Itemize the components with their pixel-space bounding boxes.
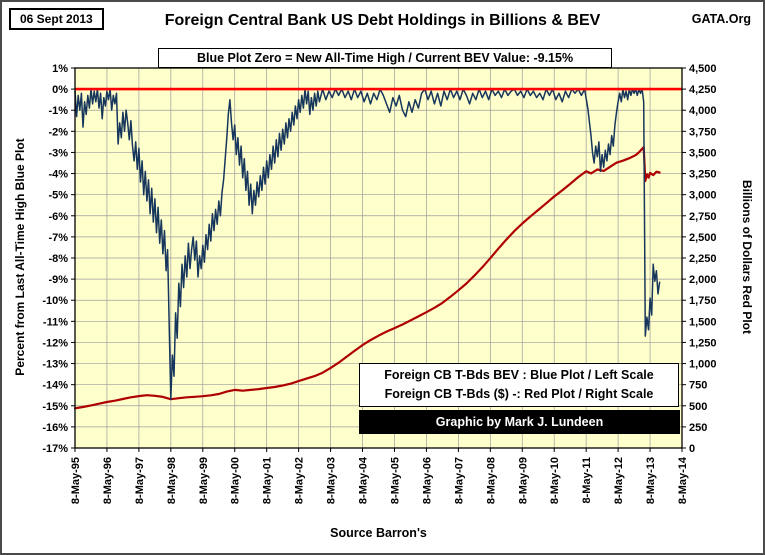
legend-box: Foreign CB T-Bds BEV : Blue Plot / Left … (359, 363, 679, 407)
right-tick-label: 750 (689, 380, 707, 392)
x-tick-label: 8-May-03 (326, 457, 338, 504)
credit-box: Graphic by Mark J. Lundeen (359, 410, 680, 434)
left-tick-label: -3% (48, 147, 68, 159)
left-tick-label: -5% (48, 190, 68, 202)
left-tick-label: 1% (52, 63, 68, 75)
plot-border (74, 67, 683, 449)
x-tick-label: 8-May-11 (581, 457, 593, 503)
right-tick-label: 2,000 (689, 274, 717, 286)
x-tick-label: 8-May-09 (517, 457, 529, 504)
x-tick-label: 8-May-10 (549, 457, 561, 504)
x-tick-label: 8-May-00 (230, 457, 242, 504)
source-label: Source Barron's (330, 526, 427, 540)
right-tick-label: 4,250 (689, 84, 717, 96)
right-tick-label: 1,250 (689, 337, 717, 349)
right-tick-label: 2,750 (689, 211, 717, 223)
x-tick-label: 8-May-95 (70, 457, 82, 504)
right-tick-label: 3,250 (689, 169, 717, 181)
right-tick-label: 2,250 (689, 253, 717, 265)
left-tick-label: -7% (48, 232, 68, 244)
right-tick-label: 3,000 (689, 190, 717, 202)
right-tick-label: 3,750 (689, 126, 717, 138)
right-tick-label: 500 (689, 401, 707, 413)
date-box: 06 Sept 2013 (9, 8, 104, 30)
left-tick-label: -17% (42, 443, 68, 455)
right-tick-label: 250 (689, 422, 707, 434)
right-tick-label: 4,000 (689, 105, 717, 117)
page-title: Foreign Central Bank US Debt Holdings in… (164, 12, 601, 29)
left-tick-label: -4% (48, 169, 68, 181)
left-tick-label: -2% (48, 126, 68, 138)
x-tick-label: 8-May-14 (677, 456, 689, 504)
x-tick-label: 8-May-98 (166, 457, 178, 504)
right-tick-label: 1,750 (689, 295, 717, 307)
left-tick-label: -15% (42, 401, 68, 413)
legend-line-red: Foreign CB T-Bds ($) -: Red Plot / Right… (384, 387, 654, 401)
legend-line-blue: Foreign CB T-Bds BEV : Blue Plot / Left … (384, 368, 654, 382)
x-tick-label: 8-May-08 (485, 457, 497, 504)
left-tick-label: -9% (48, 274, 68, 286)
right-tick-label: 0 (689, 443, 695, 455)
x-tick-label: 8-May-05 (389, 457, 401, 504)
right-tick-label: 2,500 (689, 232, 717, 244)
right-tick-label: 4,500 (689, 63, 717, 75)
left-tick-label: -13% (42, 359, 68, 371)
x-tick-label: 8-May-97 (134, 457, 146, 504)
left-tick-label: -10% (42, 295, 68, 307)
holdings-red-plot (73, 146, 661, 410)
left-tick-label: -12% (42, 337, 68, 349)
x-tick-label: 8-May-12 (613, 457, 625, 504)
zero-note-box: Blue Plot Zero = New All-Time High / Cur… (158, 48, 612, 68)
brand-label: GATA.Org (691, 12, 751, 26)
x-tick-label: 8-May-13 (645, 457, 657, 504)
left-tick-label: -16% (42, 422, 68, 434)
x-tick-label: 8-May-96 (102, 457, 114, 504)
left-tick-label: 0% (52, 84, 68, 96)
right-tick-label: 1,000 (689, 359, 717, 371)
right-tick-label: 3,500 (689, 147, 717, 159)
right-tick-label: 1,500 (689, 316, 717, 328)
left-tick-label: -11% (43, 316, 68, 328)
x-tick-label: 8-May-07 (453, 457, 465, 504)
left-tick-label: -6% (48, 211, 68, 223)
x-tick-label: 8-May-01 (262, 457, 274, 504)
x-tick-label: 8-May-02 (294, 457, 306, 504)
left-tick-label: -14% (42, 380, 68, 392)
left-tick-label: -1% (48, 105, 68, 117)
left-tick-label: -8% (48, 253, 68, 265)
x-tick-label: 8-May-04 (358, 456, 370, 504)
x-tick-label: 8-May-06 (421, 457, 433, 504)
x-tick-label: 8-May-99 (198, 457, 210, 504)
